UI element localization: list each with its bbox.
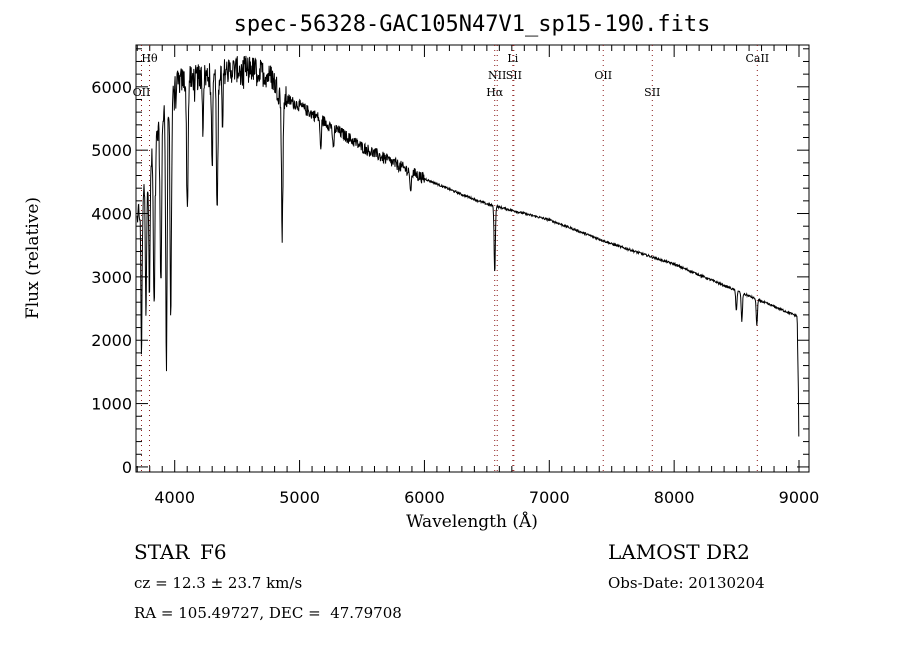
line-marker-label: OII [133,86,151,99]
y-tick-label: 1000 [91,395,132,414]
x-tick-label: 7000 [529,488,570,507]
survey-text: LAMOST DR2 [608,540,750,564]
x-tick-label: 8000 [654,488,695,507]
redshift-text: cz = 12.3 ± 23.7 km/s [134,574,303,592]
x-tick-label: 4000 [154,488,195,507]
line-marker-label: NII [488,69,506,82]
coords-text: RA = 105.49727, DEC = 47.79708 [134,604,402,622]
y-tick-label: 4000 [91,205,132,224]
spectrum-line [136,55,800,437]
x-axis-label: Wavelength (Å) [406,512,538,532]
object-class: STAR [134,540,190,564]
line-marker-label: Li [507,52,518,65]
chart-title: spec-56328-GAC105N47V1_sp15-190.fits [233,12,711,37]
y-tick-label: 5000 [91,141,132,160]
x-tick-label: 9000 [779,488,820,507]
line-marker-label: Hθ [141,52,158,65]
y-axis-label: Flux (relative) [23,196,43,320]
line-marker-label: CaII [745,52,769,65]
line-marker-label: OII [594,69,612,82]
y-tick-label: 6000 [91,78,132,97]
obs-date-text: Obs-Date: 20130204 [608,574,765,592]
x-tick-label: 5000 [279,488,320,507]
y-tick-label: 2000 [91,331,132,350]
y-tick-label: 0 [122,458,132,477]
line-marker-label: SII [506,69,522,82]
x-tick-label: 6000 [404,488,445,507]
line-marker-label: Hα [486,86,504,99]
plot-frame [135,44,810,473]
y-tick-label: 3000 [91,268,132,287]
line-marker-label: SII [644,86,660,99]
subclass: F6 [200,540,227,564]
